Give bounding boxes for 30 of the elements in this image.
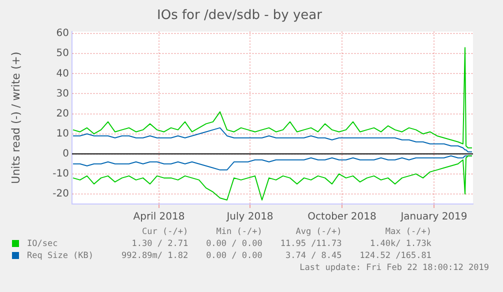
- text: Min (-/+): [215, 226, 262, 238]
- x-tick-label: April 2018: [133, 212, 185, 223]
- text: 1.40k/ 1.73k: [369, 238, 432, 250]
- text: Max (-/+): [384, 226, 432, 238]
- y-tick-label: 60: [56, 28, 69, 40]
- text: 992.89m/ 1.82: [120, 250, 188, 262]
- legend-label: Req Size (KB): [26, 250, 95, 262]
- y-tick-label: 20: [56, 108, 69, 120]
- x-tick-label: October 2018: [308, 212, 376, 223]
- x-tick-label: July 2018: [226, 212, 274, 223]
- text: 0.00 / 0.00: [205, 250, 262, 262]
- chart-title: IOs for /dev/sdb - by year: [157, 8, 323, 24]
- text: 124.52 /165.81: [358, 250, 432, 262]
- y-tick-label: 40: [56, 68, 69, 80]
- y-tick-label: 10: [56, 128, 69, 140]
- text: Avg (-/+): [294, 226, 342, 238]
- y-tick-label: 30: [56, 88, 69, 100]
- x-tick-label: January 2019: [400, 212, 468, 223]
- text: 1.30 / 2.71: [130, 238, 188, 250]
- legend-label: IO/sec: [26, 238, 59, 250]
- text: Cur (-/+): [141, 226, 188, 238]
- text: 11.95 /11.73: [279, 238, 342, 250]
- y-axis-title: Units read (-) / write (+): [9, 52, 22, 184]
- y-tick-label: -20: [52, 188, 69, 200]
- y-tick-label: -10: [52, 168, 69, 180]
- text: 0.00 / 0.00: [205, 238, 262, 250]
- text: 3.74 / 8.45: [284, 250, 342, 262]
- text: Last update: Fri Feb 22 18:00:12 2019: [300, 263, 489, 273]
- y-tick-label: 0: [62, 148, 69, 160]
- y-tick-label: 50: [56, 48, 69, 60]
